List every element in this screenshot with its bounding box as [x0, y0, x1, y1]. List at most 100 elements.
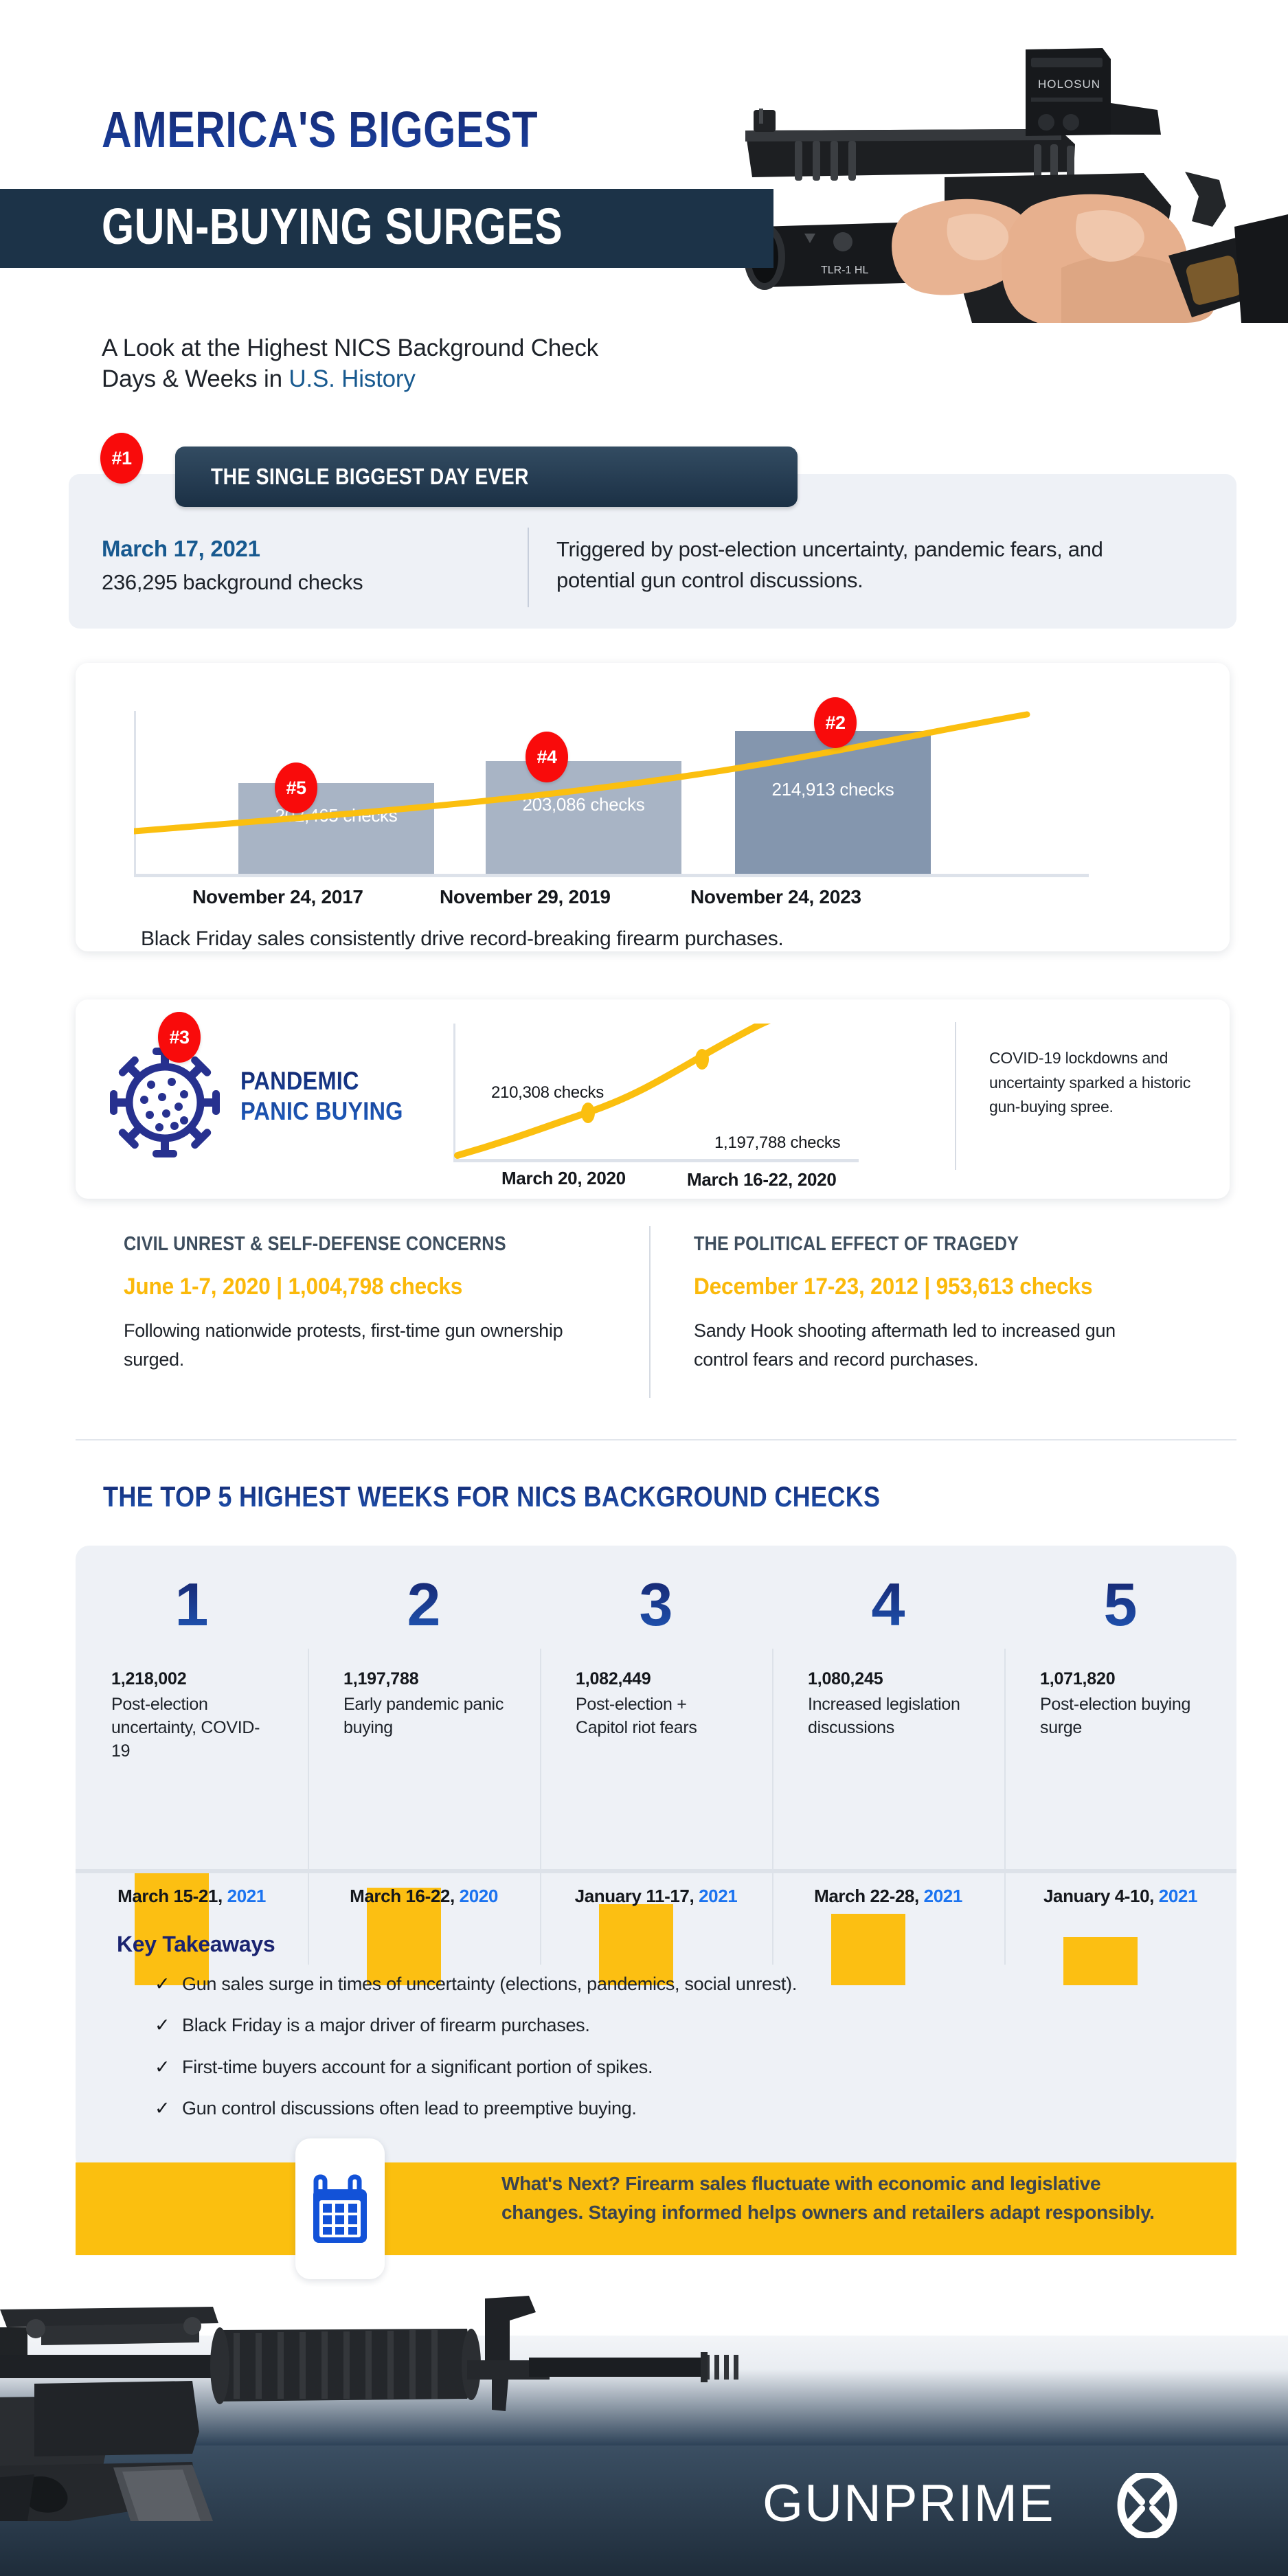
political-tragedy-stat: December 17-23, 2012 | 953,613 checks — [694, 1274, 1093, 1300]
date-year: 2021 — [699, 1886, 738, 1906]
divider — [649, 1226, 651, 1398]
y-axis — [453, 1024, 455, 1161]
pandemic-title: PANDEMIC PANIC BUYING — [240, 1066, 403, 1126]
bar-2017: 202,465 checks — [238, 783, 434, 874]
top5-bar-5 — [1063, 1937, 1138, 1985]
pandemic-value-2: 1,197,788 checks — [714, 1133, 841, 1152]
top5-date-labels: March 15-21, 2021 March 16-22, 2020 Janu… — [76, 1886, 1236, 1907]
top5-value-3: 1,082,449 — [576, 1669, 651, 1688]
top5-value-5: 1,071,820 — [1040, 1669, 1116, 1688]
biggest-day-checks: 236,295 background checks — [102, 570, 363, 594]
date-year: 2021 — [1158, 1886, 1198, 1906]
black-friday-x-labels: November 24, 2017 November 29, 2019 Nove… — [76, 886, 1230, 914]
date-text: March 22-28, — [814, 1886, 924, 1906]
civil-unrest-column: CIVIL UNREST & SELF-DEFENSE CONCERNS Jun… — [124, 1233, 605, 1375]
rank-badge-1: #1 — [100, 433, 143, 484]
top5-desc-2: Early pandemic panic buying — [343, 1695, 504, 1737]
y-axis — [134, 711, 136, 876]
key-takeaways-heading: Key Takeaways — [117, 1932, 275, 1956]
political-tragedy-heading: THE POLITICAL EFFECT OF TRAGEDY — [694, 1233, 1019, 1255]
pandemic-chart — [453, 1024, 859, 1162]
calendar-icon — [313, 2174, 367, 2243]
top5-date-5: January 4-10, 2021 — [1004, 1886, 1236, 1907]
top5-column-5: 5 1,071,820 Post-election buying surge — [1004, 1546, 1236, 2013]
column-separator — [540, 1649, 541, 1965]
top5-desc-3: Post-election + Capitol riot fears — [576, 1695, 697, 1737]
top5-column-1: 1 1,218,002 Post-election uncertainty, C… — [76, 1546, 308, 2013]
top5-bar-3 — [599, 1904, 673, 1985]
whats-next-callout — [76, 2162, 1236, 2255]
top5-x-axis — [76, 1869, 1236, 1873]
hero-title-line2: GUN-BUYING SURGES — [102, 198, 563, 255]
x-label-2019: November 29, 2019 — [440, 886, 611, 907]
top5-date-3: January 11-17, 2021 — [540, 1886, 772, 1907]
rank-badge-4: #4 — [526, 732, 568, 782]
pandemic-note: COVID-19 lockdowns and uncertainty spark… — [989, 1049, 1191, 1116]
pandemic-date-2: March 16-22, 2020 — [687, 1169, 837, 1190]
pandemic-title-line2: PANIC BUYING — [240, 1096, 403, 1125]
hero-section: HOLOSUN TLR-1 HL — [0, 0, 1288, 392]
brand-wordmark: GUNPRIME — [762, 2474, 1055, 2533]
subtitle-line-2: Days & Weeks in U.S. History — [102, 364, 598, 395]
top5-rank-3: 3 — [540, 1574, 772, 1635]
pandemic-value-1: 210,308 checks — [491, 1083, 604, 1102]
political-tragedy-column: THE POLITICAL EFFECT OF TRAGEDY December… — [694, 1233, 1175, 1375]
takeaway-text-2: Black Friday is a major driver of firear… — [182, 2015, 590, 2036]
x-axis — [134, 874, 1089, 877]
pandemic-date-1: March 20, 2020 — [501, 1168, 626, 1188]
us-history-link[interactable]: U.S. History — [289, 365, 416, 392]
biggest-day-header: THE SINGLE BIGGEST DAY EVER — [175, 447, 798, 507]
date-text: January 11-17, — [574, 1886, 699, 1906]
top5-card — [76, 1546, 1236, 2171]
date-year: 2021 — [227, 1886, 267, 1906]
date-text: January 4-10, — [1043, 1886, 1159, 1906]
column-separator — [308, 1649, 309, 1965]
top5-rank-2: 2 — [308, 1574, 540, 1635]
top5-bar-4 — [831, 1914, 905, 1985]
top5-date-2: March 16-22, 2020 — [308, 1886, 540, 1907]
date-text: March 16-22, — [350, 1886, 460, 1906]
top5-grid: 1 1,218,002 Post-election uncertainty, C… — [76, 1546, 1236, 2013]
biggest-day-stats: March 17, 2021 236,295 background checks — [102, 536, 363, 595]
top5-bar-1 — [135, 1870, 209, 1985]
takeaway-text-4: Gun control discussions often lead to pr… — [182, 2098, 637, 2119]
two-column-section: CIVIL UNREST & SELF-DEFENSE CONCERNS Jun… — [124, 1226, 1195, 1405]
check-icon: ✓ — [155, 1974, 170, 1994]
bar-2023: 214,913 checks — [735, 731, 931, 874]
rank-badge-2: #2 — [814, 697, 857, 748]
top5-desc-4: Increased legislation discussions — [808, 1695, 960, 1737]
check-icon: ✓ — [155, 2056, 170, 2077]
takeaway-text-1: Gun sales surge in times of uncertainty … — [182, 1974, 798, 1994]
divider — [955, 1022, 956, 1170]
whats-next-text: What's Next? Firearm sales fluctuate wit… — [501, 2173, 1155, 2223]
list-item: ✓ Gun sales surge in times of uncertaint… — [155, 1973, 1151, 1995]
list-item: ✓ First-time buyers account for a signif… — [155, 2056, 1151, 2078]
svg-text:HOLOSUN: HOLOSUN — [1038, 78, 1100, 91]
black-friday-caption: Black Friday sales consistently drive re… — [141, 927, 784, 950]
top5-column-2: 2 1,197,788 Early pandemic panic buying — [308, 1546, 540, 2013]
pistol-photo: HOLOSUN TLR-1 HL — [649, 0, 1288, 323]
column-separator — [772, 1649, 773, 1965]
gunprime-logo: GUNPRIME — [762, 2473, 1177, 2538]
bar-2019: 203,086 checks — [486, 761, 681, 874]
biggest-day-heading: THE SINGLE BIGGEST DAY EVER — [211, 464, 529, 489]
section-divider — [76, 1439, 1236, 1440]
top5-desc-1: Post-election uncertainty, COVID-19 — [111, 1695, 260, 1761]
title-band — [0, 189, 773, 268]
rifle-illustration — [0, 2296, 738, 2521]
political-tragedy-body: Sandy Hook shooting aftermath led to inc… — [694, 1320, 1116, 1370]
list-item: ✓ Gun control discussions often lead to … — [155, 2097, 1151, 2119]
civil-unrest-stat: June 1-7, 2020 | 1,004,798 checks — [124, 1274, 463, 1300]
biggest-day-note: Triggered by post-election uncertainty, … — [556, 537, 1103, 592]
subtitle-line-1: A Look at the Highest NICS Background Ch… — [102, 335, 598, 361]
top5-desc-5: Post-election buying surge — [1040, 1695, 1191, 1737]
top5-value-1: 1,218,002 — [111, 1669, 187, 1688]
calendar-icon-box — [295, 2138, 385, 2279]
check-icon: ✓ — [155, 2015, 170, 2036]
subtitle-line2-text: Days & Weeks in — [102, 365, 289, 392]
top5-heading: THE TOP 5 HIGHEST WEEKS FOR NICS BACKGRO… — [103, 1480, 881, 1513]
top5-column-3: 3 1,082,449 Post-election + Capitol riot… — [540, 1546, 772, 2013]
civil-unrest-body: Following nationwide protests, first-tim… — [124, 1320, 563, 1370]
takeaway-text-3: First-time buyers account for a signific… — [182, 2056, 653, 2077]
civil-unrest-heading: CIVIL UNREST & SELF-DEFENSE CONCERNS — [124, 1233, 506, 1255]
